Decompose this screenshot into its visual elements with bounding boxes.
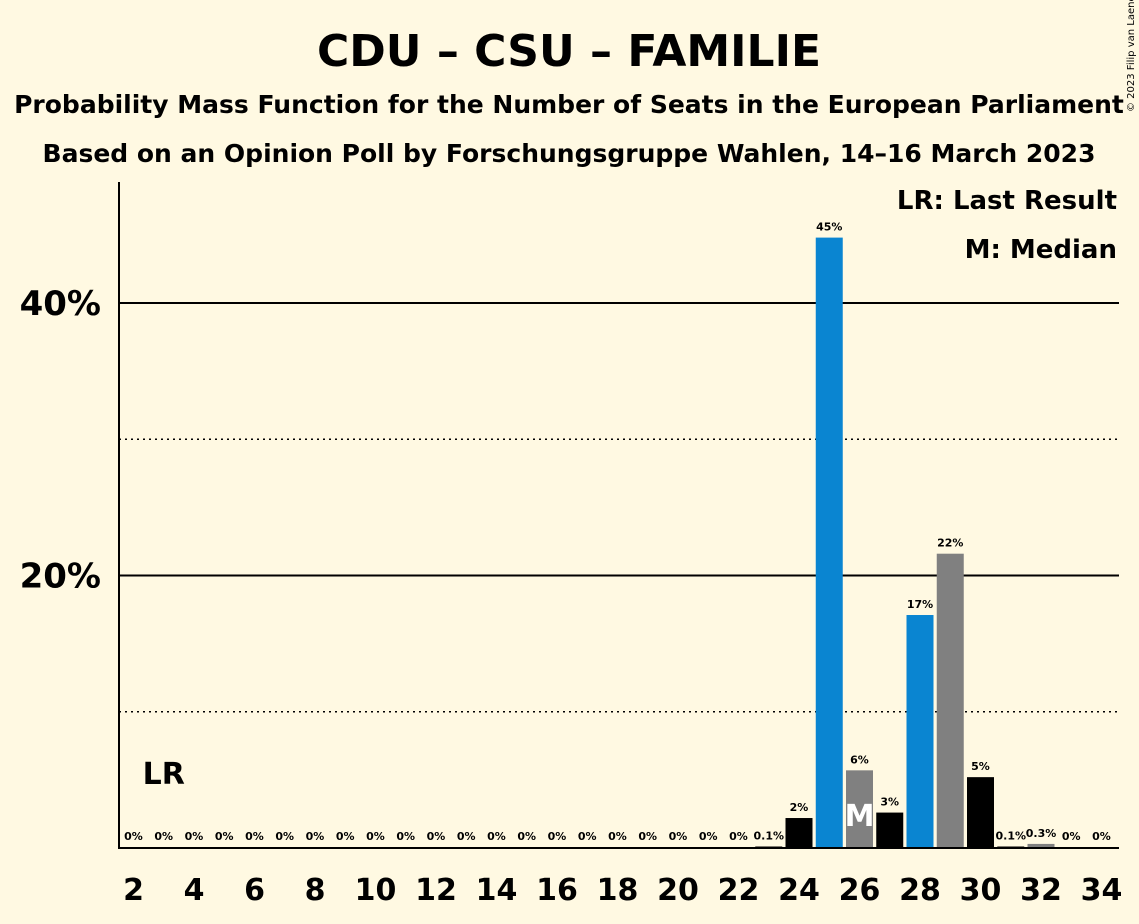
x-tick-label: 4: [184, 873, 205, 908]
data-label-seat-9: 0%: [336, 830, 355, 843]
last-result-marker: LR: [143, 757, 185, 792]
data-label-seat-7: 0%: [275, 830, 294, 843]
bar-seat-28: [906, 615, 934, 848]
data-label-seat-28: 17%: [907, 598, 933, 611]
x-tick-label: 12: [415, 873, 457, 908]
data-label-seat-11: 0%: [396, 830, 415, 843]
data-label-seat-17: 0%: [578, 830, 597, 843]
x-tick-label: 16: [536, 873, 578, 908]
x-tick-label: 6: [244, 873, 265, 908]
x-tick-label: 2: [123, 873, 144, 908]
data-label-seat-10: 0%: [366, 830, 385, 843]
data-label-seat-33: 0%: [1062, 830, 1081, 843]
data-label-seat-23: 0.1%: [753, 830, 784, 843]
data-label-seat-5: 0%: [215, 830, 234, 843]
x-tick-label: 10: [355, 873, 397, 908]
data-label-seat-34: 0%: [1092, 830, 1111, 843]
x-tick-label: 28: [899, 873, 941, 908]
bar-seat-24: [785, 818, 813, 848]
bar-seat-32: [1027, 843, 1055, 848]
y-axis-ticks: 20% 40%: [20, 284, 101, 597]
x-tick-label: 34: [1081, 873, 1123, 908]
data-label-seat-15: 0%: [517, 830, 536, 843]
median-marker: M: [845, 799, 875, 834]
data-label-seat-32: 0.3%: [1026, 827, 1057, 840]
chart-subtitle-2: Based on an Opinion Poll by Forschungsgr…: [43, 139, 1096, 168]
x-tick-label: 30: [960, 873, 1002, 908]
x-tick-label: 22: [718, 873, 760, 908]
chart-subtitle-1: Probability Mass Function for the Number…: [14, 90, 1124, 119]
x-tick-label: 32: [1020, 873, 1062, 908]
data-label-seat-12: 0%: [427, 830, 446, 843]
legend-last-result: LR: Last Result: [897, 186, 1117, 216]
data-label-seat-19: 0%: [638, 830, 657, 843]
bar-seat-30: [967, 777, 994, 848]
bar-seat-29: [936, 553, 964, 848]
x-tick-label: 26: [839, 873, 881, 908]
data-label-seat-8: 0%: [306, 830, 325, 843]
data-label-seat-16: 0%: [548, 830, 567, 843]
y-tick-label: 40%: [20, 284, 101, 324]
data-label-seat-6: 0%: [245, 830, 264, 843]
x-axis-ticks: 2 4 6 8 10 12 14 16 18 20 22 24 26 28 30 32 34: [123, 873, 1122, 908]
bars: [755, 237, 1055, 849]
copyright-note: © 2023 Filip van Laenen: [1126, 0, 1137, 112]
data-label-seat-21: 0%: [699, 830, 718, 843]
data-label-seat-26: 6%: [850, 753, 869, 766]
data-label-seat-18: 0%: [608, 830, 627, 843]
data-label-seat-13: 0%: [457, 830, 476, 843]
x-tick-label: 20: [657, 873, 699, 908]
y-tick-label: 20%: [20, 557, 101, 597]
x-tick-label: 8: [305, 873, 326, 908]
data-label-seat-27: 3%: [880, 796, 899, 809]
data-label-seat-14: 0%: [487, 830, 506, 843]
data-label-seat-20: 0%: [669, 830, 688, 843]
x-tick-label: 24: [778, 873, 820, 908]
data-label-seat-3: 0%: [154, 830, 173, 843]
legend-median: M: Median: [965, 235, 1117, 265]
bar-seat-25: [815, 237, 843, 849]
bar-seat-26: [846, 770, 873, 848]
chart-title: CDU – CSU – FAMILIE: [317, 26, 821, 77]
data-label-seat-2: 0%: [124, 830, 143, 843]
data-labels: 0% 0% 0% 0% 0% 0% 0% 0% 0% 0% 0% 0% 0% 0% 0% 0% 0% 0% 0% 0%…: [124, 221, 1111, 843]
data-label-seat-25: 45%: [816, 221, 842, 234]
data-label-seat-22: 0%: [729, 830, 748, 843]
data-label-seat-24: 2%: [790, 801, 809, 814]
bar-seat-27: [876, 812, 904, 848]
x-tick-label: 18: [597, 873, 639, 908]
data-label-seat-4: 0%: [185, 830, 204, 843]
gridlines: [119, 302, 1119, 713]
data-label-seat-31: 0.1%: [995, 830, 1026, 843]
data-label-seat-30: 5%: [971, 760, 990, 773]
x-tick-label: 14: [476, 873, 518, 908]
data-label-seat-29: 22%: [937, 537, 963, 550]
